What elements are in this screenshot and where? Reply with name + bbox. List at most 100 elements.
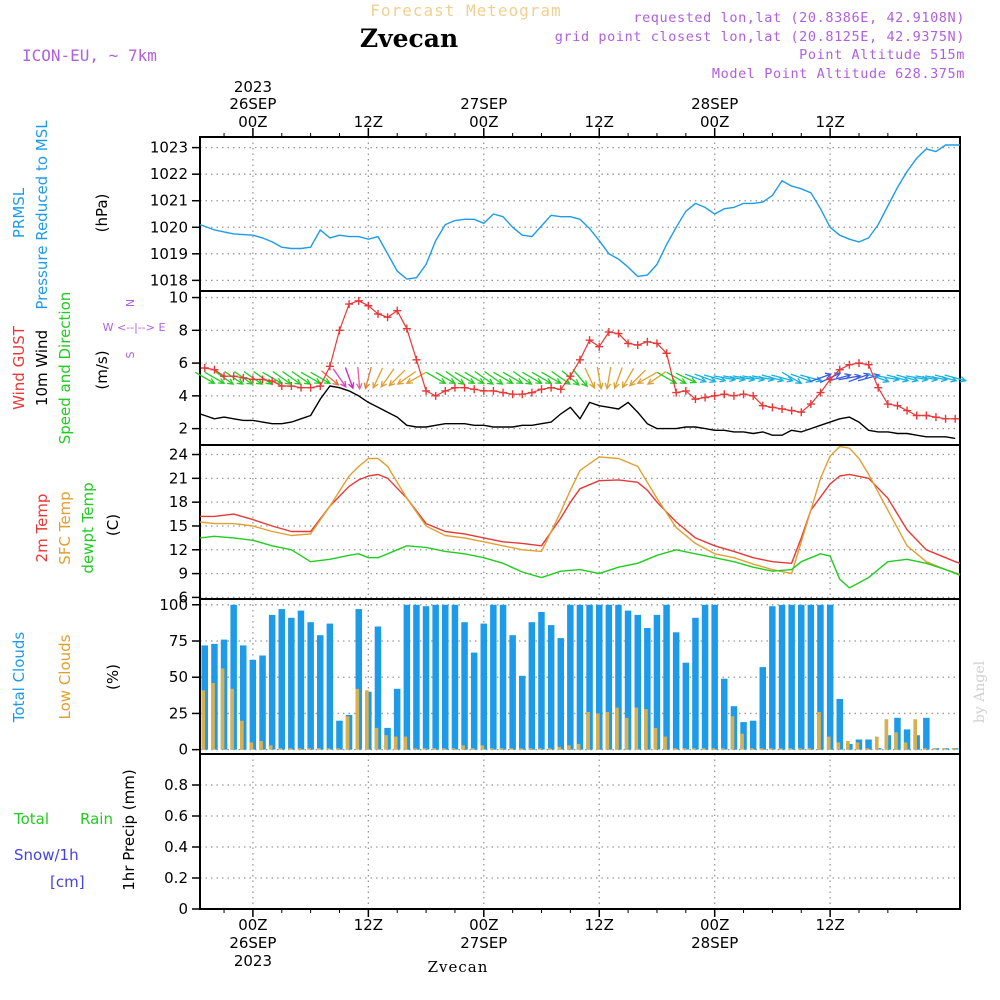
low-cloud-bar [605, 712, 610, 750]
total-cloud-bar [547, 625, 555, 750]
precip-legend-cm: [cm] [50, 873, 85, 891]
low-cloud-bar [903, 742, 908, 750]
low-cloud-bar [817, 712, 821, 750]
wind-arrow-head [621, 381, 628, 389]
pressure-ytick-label: 1020 [150, 218, 188, 236]
low-cloud-bar [798, 748, 802, 750]
total-cloud-bar [393, 688, 401, 750]
low-cloud-bar [624, 717, 629, 750]
low-cloud-bar [576, 743, 581, 750]
low-cloud-bar [432, 748, 436, 750]
low-cloud-bar [326, 748, 331, 750]
low-cloud-bar [942, 748, 946, 750]
total-cloud-bar [721, 678, 728, 750]
wind-direction-arrow [310, 371, 331, 384]
wind-arrow-head [236, 378, 244, 385]
wind-direction-arrow [876, 375, 899, 381]
precip-legend-rain: Rain [80, 810, 113, 828]
top-xtick-label: 27SEP [460, 95, 507, 113]
low-cloud-bar [278, 748, 283, 750]
wind-gust-marker [220, 372, 229, 381]
low-cloud-bar [268, 745, 273, 750]
total-cloud-bar [374, 626, 382, 750]
total-cloud-bar [596, 604, 603, 750]
wind-arrow-head [786, 376, 795, 383]
low-cloud-bar [461, 745, 465, 750]
wind-direction-arrow [713, 375, 736, 381]
wind-gust-marker [797, 408, 806, 417]
wind-arrow-head [777, 376, 785, 383]
wind-gust-marker [537, 385, 546, 394]
total-cloud-bar [653, 614, 661, 750]
pressure-label-msl: Pressure Reduced to MSL [33, 120, 51, 310]
wind-direction-arrow [388, 369, 406, 387]
total-cloud-bar [644, 628, 651, 750]
cloud-label-low: Low Clouds [56, 634, 74, 719]
bottom-xtick-label: 00Z [700, 916, 729, 934]
wind-direction-arrow [934, 374, 957, 382]
wind-arrow-head [670, 377, 678, 385]
low-cloud-bar [259, 741, 263, 750]
pressure-panel: 1018 1019 1020 1021 1022 1023 [150, 136, 961, 292]
temp-ytick-label: 6 [178, 588, 188, 606]
wind-gust-marker [335, 326, 344, 335]
wind-gust-marker [470, 385, 479, 394]
low-cloud-bar [778, 748, 783, 750]
pressure-label-unit: (hPa) [93, 194, 111, 233]
wind-gust-marker [643, 337, 652, 346]
total-cloud-bar [624, 610, 632, 750]
bottom-xtick-label: 00Z [238, 916, 267, 934]
total-cloud-bar [778, 604, 786, 750]
wind-gust-marker [614, 329, 623, 338]
low-cloud-bar [865, 748, 869, 750]
wind-gust-marker [441, 386, 450, 395]
wind-gust-marker [845, 360, 854, 369]
wind-direction-arrow [886, 374, 909, 382]
wind-arrow-head [636, 377, 644, 385]
wind-gust-marker [604, 327, 613, 336]
wind-direction-arrow [694, 373, 716, 383]
pressure-panel-labels: PRMSL Pressure Reduced to MSL (hPa) [10, 120, 111, 310]
total-cloud-bar [663, 604, 670, 750]
wind-direction-arrow [867, 373, 889, 383]
bottom-xtick-label: 12Z [354, 916, 383, 934]
total-cloud-bar [567, 604, 574, 750]
precip-ytick-label: 0.8 [164, 776, 188, 794]
total-cloud-bar [499, 604, 507, 750]
top-xtick-label: 00Z [469, 113, 498, 131]
total-cloud-bar [749, 720, 757, 750]
wind-ytick-label: 4 [178, 387, 188, 405]
wind-gust-marker [633, 341, 642, 350]
low-cloud-bar [836, 742, 841, 750]
wind-direction-arrow [380, 368, 395, 388]
wind-direction-arrow [272, 370, 292, 385]
wind-direction-arrow [771, 374, 793, 382]
top-xtick-label: 12Z [815, 113, 844, 131]
precip-frame [199, 753, 961, 910]
wind-direction-arrow [722, 375, 745, 381]
total-cloud-bar [461, 622, 468, 750]
low-cloud-bar [442, 748, 446, 750]
wind-arrow-head [516, 377, 524, 385]
wind-arrow-head [525, 378, 533, 385]
grid-point-coords: grid point closest lon,lat (20.8125E, 42… [555, 29, 965, 45]
wind-label-unit: (m/s) [93, 350, 111, 389]
total-cloud-bar [817, 604, 824, 750]
wind-gust-marker [547, 383, 556, 392]
bottom-xtick-label: 12Z [815, 916, 844, 934]
low-cloud-bar [701, 748, 706, 750]
wind-gust-marker [268, 377, 277, 386]
wind-direction-arrow [742, 375, 765, 381]
wind-gust-marker [316, 382, 325, 391]
wind-gust-marker [566, 372, 575, 381]
wind-gust-marker [585, 336, 594, 345]
wind-gust-marker [345, 300, 354, 309]
wind-arrow-head [332, 379, 340, 386]
wind-direction-arrow [809, 373, 832, 383]
wind-gust-marker [951, 414, 960, 423]
wind-gust-marker [210, 365, 219, 374]
precip-label-unit: 1hr Precip (mm) [120, 769, 138, 890]
low-cloud-bar [393, 736, 398, 750]
wind-direction-arrow [622, 367, 635, 388]
